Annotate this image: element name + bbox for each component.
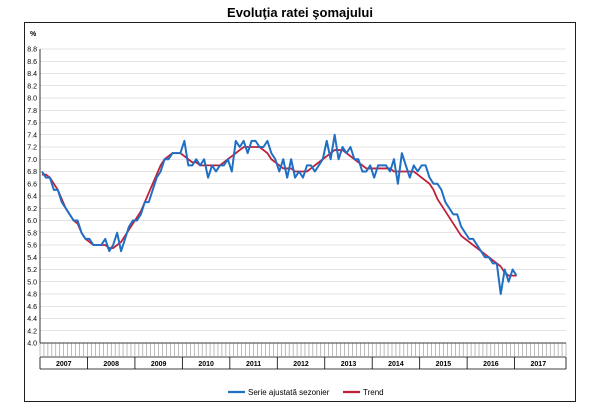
y-tick-label: 6.8: [27, 169, 37, 176]
legend-item-seasonally-adjusted: Serie ajustată sezonier: [228, 388, 330, 397]
y-axis-label: %: [30, 31, 37, 38]
series-line-seasonally-adjusted: [41, 133, 518, 295]
y-tick-label: 4.4: [27, 316, 37, 323]
year-label: 2010: [198, 361, 214, 368]
y-tick-label: 5.8: [27, 230, 37, 237]
year-label: 2016: [483, 361, 499, 368]
y-tick-label: 8.6: [27, 59, 37, 66]
series-lines: [41, 133, 518, 295]
y-tick-label: 6.6: [27, 181, 37, 188]
x-axis: 2007 2008 2009 2010 2011 2012 2013 2014 2015 2016…: [39, 342, 567, 370]
year-label: 2008: [103, 361, 119, 368]
y-tick-label: 6.0: [27, 218, 37, 225]
legend-label: Trend: [363, 388, 384, 397]
chart-title: Evoluţia ratei şomajului: [227, 5, 373, 20]
y-tick-label: 7.6: [27, 120, 37, 127]
legend: Serie ajustată sezonier Trend: [228, 388, 384, 397]
y-tick-label: 6.2: [27, 206, 37, 213]
y-tick-label: 5.0: [27, 279, 37, 286]
y-tick-label: 7.2: [27, 145, 37, 152]
year-label: 2015: [436, 361, 452, 368]
year-label: 2012: [293, 361, 309, 368]
year-label: 2007: [56, 361, 72, 368]
y-tick-label: 5.4: [27, 255, 37, 262]
year-label: 2013: [341, 361, 357, 368]
y-tick-label: 6.4: [27, 194, 37, 201]
year-label: 2017: [531, 361, 547, 368]
legend-item-trend: Trend: [343, 388, 384, 397]
y-tick-label: 4.6: [27, 304, 37, 311]
y-tick-label: 8.2: [27, 83, 37, 90]
y-tick-label: 5.6: [27, 243, 37, 250]
legend-label: Serie ajustată sezonier: [248, 388, 330, 397]
y-tick-label: 5.2: [27, 267, 37, 274]
chart-frame: [24, 22, 576, 402]
y-tick-label: 8.0: [27, 96, 37, 103]
y-axis: 4.0 4.2 4.4 4.6 4.8 5.0 5.2 5.4 5.6 5.8 6.0 6.2 6.4 6…: [27, 47, 566, 348]
y-tick-label: 4.0: [27, 341, 37, 348]
year-label: 2014: [388, 361, 404, 368]
y-tick-label: 7.8: [27, 108, 37, 115]
year-label: 2009: [151, 361, 167, 368]
y-tick-label: 7.0: [27, 157, 37, 164]
y-tick-label: 8.8: [27, 47, 37, 54]
y-tick-label: 8.4: [27, 71, 37, 78]
y-tick-label: 4.2: [27, 328, 37, 335]
y-tick-label: 4.8: [27, 292, 37, 299]
series-line-trend: [41, 146, 517, 277]
year-label: 2011: [246, 361, 261, 368]
y-tick-label: 7.4: [27, 132, 37, 139]
